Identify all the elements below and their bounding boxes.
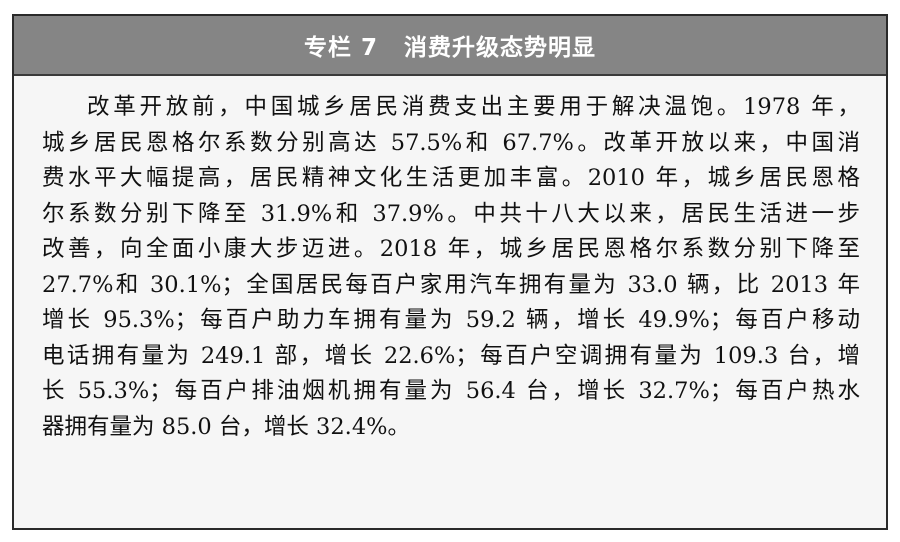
paragraph-line: 电话拥有量为 249.1 部，增长 22.6%；每百户空调拥有量为 109.3 … — [42, 342, 860, 369]
paragraph-line: 长 55.3%；每百户排油烟机拥有量为 56.4 台，增长 32.7%；每百户热… — [42, 378, 860, 404]
box-title: 消费升级态势明显 — [404, 35, 596, 61]
paragraph-line: 增长 95.3%；每百户助力车拥有量为 59.2 辆，增长 49.9%；每百户移… — [42, 307, 860, 333]
paragraph-line: 尔系数分别下降至 31.9%和 37.9%。中共十八大以来，居民生活进一步 — [42, 200, 860, 227]
paragraph-line: 器拥有量为 85.0 台，增长 32.4%。 — [42, 413, 411, 440]
sidebar-box: 专栏 7 消费升级态势明显 改革开放前，中国城乡居民消费支出主要用于解决温饱。1… — [12, 14, 888, 530]
box-label: 专栏 7 — [303, 35, 378, 61]
paragraph-line: 改革开放前，中国城乡居民消费支出主要用于解决温饱。1978 年， — [87, 94, 860, 120]
paragraph-line: 城乡居民恩格尔系数分别高达 57.5%和 67.7%。改革开放以来，中国消 — [42, 129, 860, 156]
paragraph-line: 27.7%和 30.1%；全国居民每百户家用汽车拥有量为 33.0 辆，比 20… — [42, 271, 860, 298]
box-paragraph: 改革开放前，中国城乡居民消费支出主要用于解决温饱。1978 年， 城乡居民恩格尔… — [14, 76, 886, 445]
paragraph-line: 改善，向全面小康大步迈进。2018 年，城乡居民恩格尔系数分别下降至 — [42, 236, 860, 262]
paragraph-line: 费水平大幅提高，居民精神文化生活更加丰富。2010 年，城乡居民恩格 — [42, 165, 860, 191]
box-header: 专栏 7 消费升级态势明显 — [14, 16, 886, 76]
